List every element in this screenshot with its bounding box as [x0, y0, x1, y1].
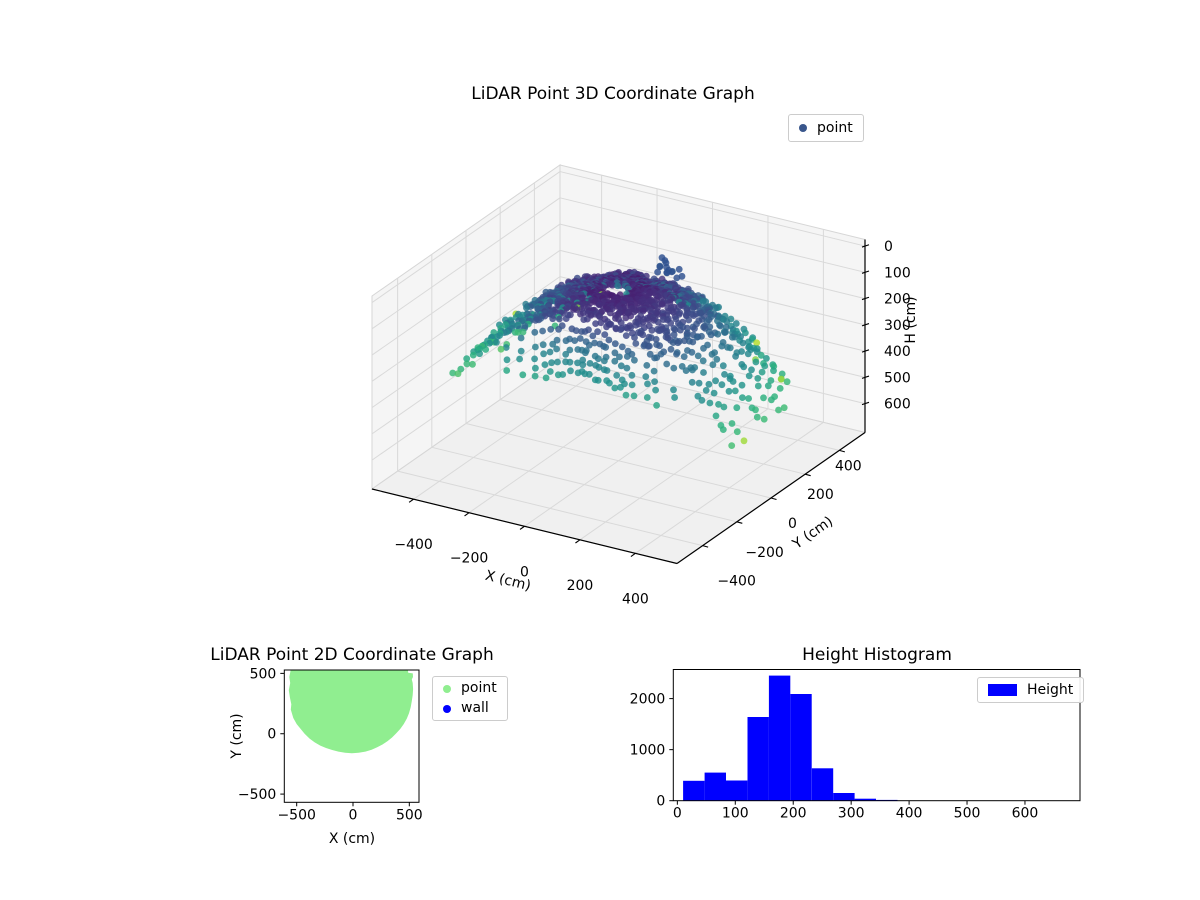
tick-label: 1000 [630, 743, 666, 759]
tick-label: −400 [717, 574, 755, 590]
legend-label: Height [1027, 681, 1074, 698]
legend-label: wall [461, 700, 489, 716]
plot3d-legend: point [788, 114, 864, 142]
height-bar-swatch-icon [988, 684, 1017, 696]
hist-bar [726, 780, 748, 801]
hist-bar [790, 694, 812, 801]
legend-item-point: point [443, 680, 497, 697]
axes-3d [371, 239, 870, 565]
tick-label: 0 [267, 727, 276, 743]
tick-label: 300 [838, 806, 865, 822]
histogram-legend: Height [977, 677, 1085, 703]
tick-label: 100 [884, 265, 911, 281]
tick-label: 600 [884, 397, 911, 413]
hist-bar [704, 772, 726, 801]
point-cloud-blob [288, 670, 414, 754]
histogram-title: Height Histogram [802, 645, 952, 665]
hist-bar [811, 768, 834, 801]
point-marker-icon [799, 124, 807, 132]
tick-label: −500 [238, 787, 276, 803]
axes-frame [283, 669, 420, 803]
legend-label: point [817, 119, 853, 136]
plot3d-title: LiDAR Point 3D Coordinate Graph [471, 84, 755, 104]
plot2d-title: LiDAR Point 2D Coordinate Graph [210, 645, 494, 665]
tick-label: 2000 [630, 692, 666, 708]
legend-item-point: point [799, 120, 853, 137]
plot2d-legend: point wall [432, 676, 508, 721]
hist-bar [683, 780, 705, 801]
scatter3d-points [449, 254, 791, 449]
hist-bars [683, 675, 898, 801]
tick-label: 0 [349, 807, 358, 823]
tick-label: −200 [745, 545, 783, 561]
tick-label: 0 [656, 794, 665, 810]
tick-label: 100 [722, 806, 749, 822]
tick-label: 500 [396, 807, 423, 823]
hist-bar [747, 717, 769, 801]
tick-label: 200 [567, 578, 594, 594]
tick-label: 200 [807, 487, 834, 503]
tick-label: 200 [884, 292, 911, 308]
axes-frame [672, 669, 1081, 802]
tick-label: 500 [954, 806, 981, 822]
hist-bar [833, 793, 855, 801]
tick-label: 500 [250, 666, 277, 682]
tick-label: 200 [780, 806, 807, 822]
plot2d-xlabel: X (cm) [328, 831, 376, 847]
tick-label: 400 [884, 344, 911, 360]
tick-label: 300 [884, 318, 911, 334]
tick-label: −400 [394, 537, 432, 553]
tick-label: 500 [884, 370, 911, 386]
tick-label: 0 [520, 564, 529, 580]
legend-item-wall: wall [443, 700, 497, 717]
tick-label: 600 [1012, 806, 1039, 822]
tick-label: −200 [450, 551, 488, 567]
tick-label: 400 [835, 458, 862, 474]
hist-bar [854, 798, 876, 801]
tick-label: 0 [884, 239, 893, 255]
point-marker-icon [443, 684, 451, 693]
tick-label: 0 [788, 516, 797, 532]
tick-label: 400 [896, 806, 923, 822]
tick-label: 0 [673, 806, 682, 822]
legend-label: point [461, 680, 497, 696]
tick-label: −500 [277, 807, 315, 823]
hist-bar [768, 675, 791, 801]
legend-item-height: Height [988, 682, 1073, 699]
tick-label: 400 [622, 591, 649, 607]
wall-marker-icon [443, 704, 451, 713]
